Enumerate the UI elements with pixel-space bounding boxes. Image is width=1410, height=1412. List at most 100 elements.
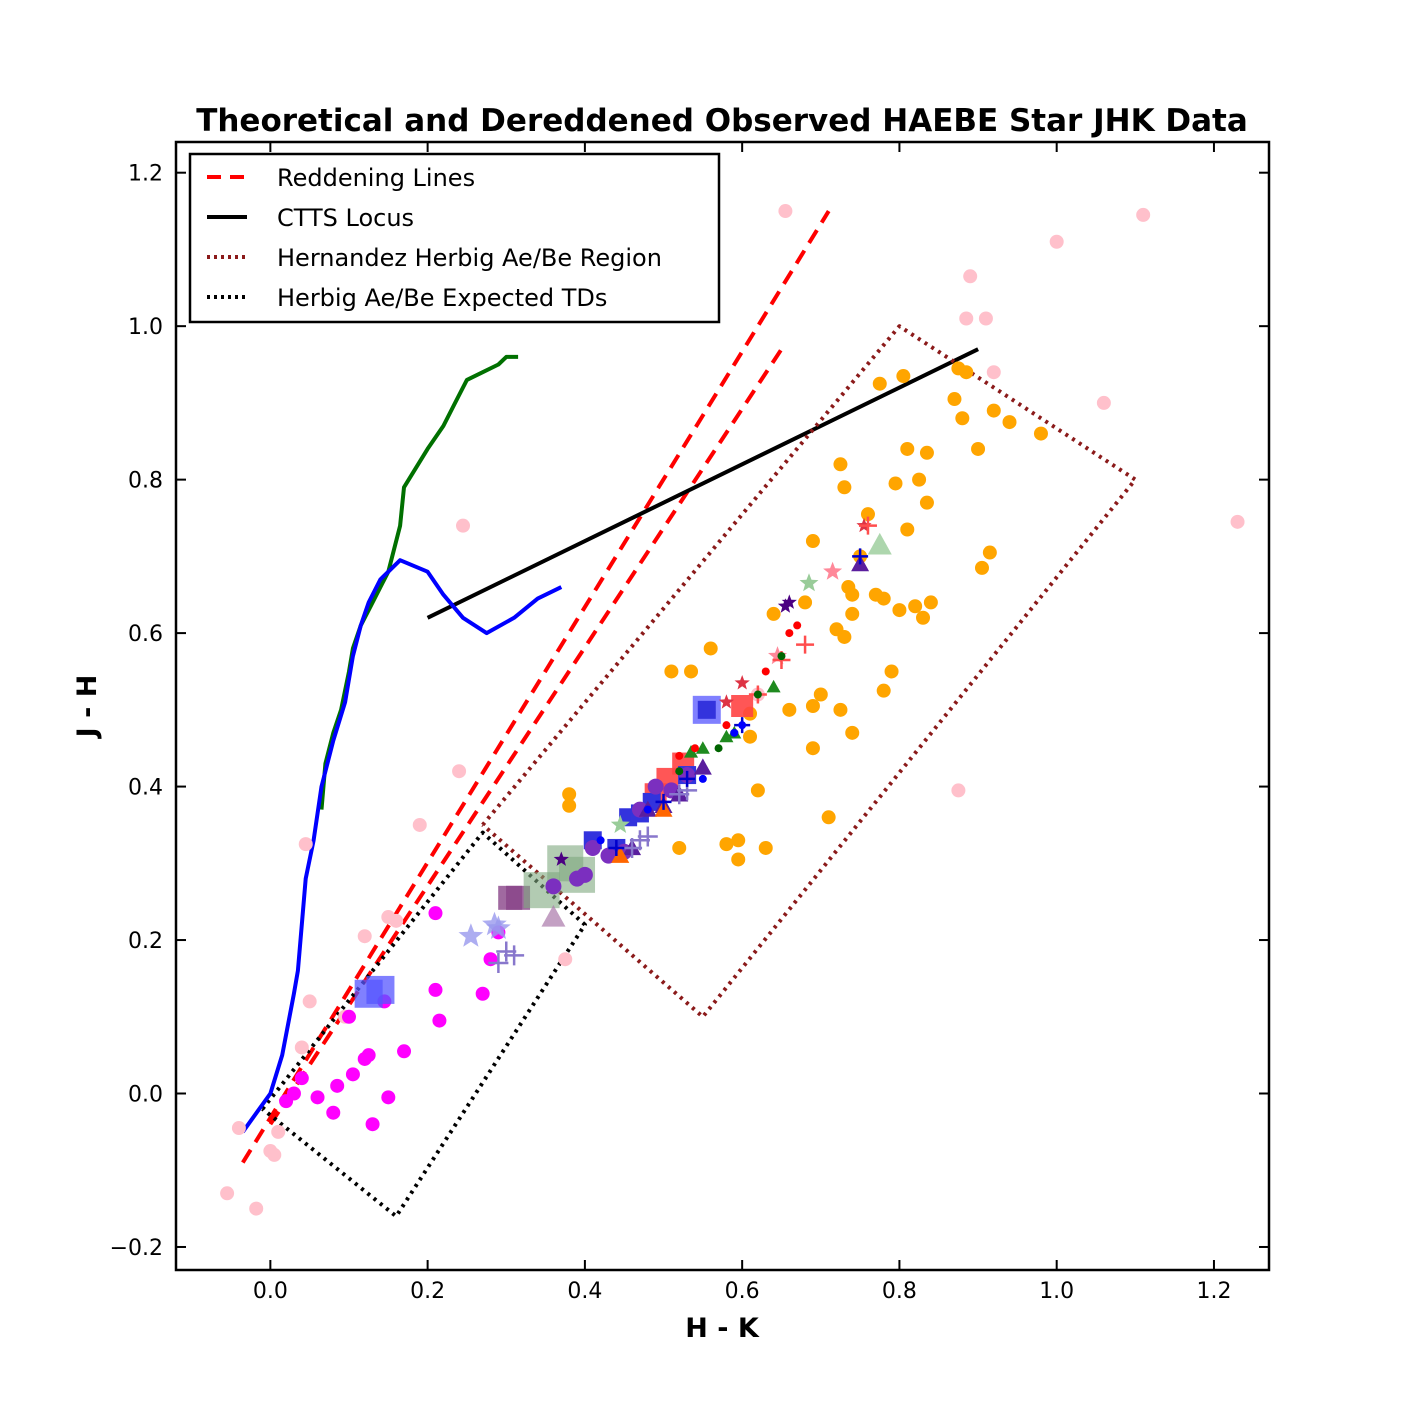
data-point	[916, 610, 931, 625]
marker-series-19	[553, 594, 797, 866]
data-point	[294, 1040, 309, 1055]
marker-series-8	[583, 700, 716, 857]
data-point	[1230, 514, 1245, 529]
data-point	[600, 847, 617, 864]
data-point	[919, 495, 934, 510]
data-point	[286, 1086, 301, 1101]
data-point	[655, 793, 672, 810]
data-point	[823, 561, 843, 580]
data-point	[693, 758, 712, 775]
data-point	[576, 866, 593, 883]
data-point	[986, 365, 1001, 380]
dwarf-sequence	[241, 558, 563, 1134]
data-point	[750, 783, 765, 798]
data-point	[778, 204, 793, 219]
data-point	[738, 721, 747, 730]
data-point	[496, 941, 517, 962]
data-point	[608, 839, 625, 856]
data-point	[361, 1048, 376, 1063]
data-point	[876, 591, 891, 606]
y-tick-label: 0.0	[128, 1083, 163, 1108]
data-point	[684, 664, 699, 679]
chart-title: Theoretical and Dereddened Observed HAEB…	[196, 103, 1248, 139]
data-point	[357, 929, 372, 944]
data-point	[782, 702, 797, 717]
hernandez-region	[481, 324, 1138, 1019]
data-point	[294, 1071, 309, 1086]
marker-series-3	[562, 361, 1048, 867]
data-point	[982, 545, 997, 560]
reddening-line-1	[241, 210, 831, 1164]
axis-ticks: 0.0 0.2 0.4 0.6 0.8 1.0 1.2 −0.2 0.0 0.2 0.4 0.6 0.8…	[110, 142, 1269, 1304]
data-point	[805, 741, 820, 756]
data-point	[684, 745, 699, 758]
data-point	[872, 376, 887, 391]
data-point	[456, 518, 471, 533]
data-point	[860, 507, 875, 522]
marker-series-17	[768, 561, 843, 665]
y-tick-label: 1.0	[128, 315, 163, 340]
data-point	[900, 522, 915, 537]
data-point	[679, 770, 696, 787]
data-point	[637, 826, 658, 847]
data-point	[719, 837, 734, 852]
data-point	[718, 694, 734, 709]
data-point	[596, 836, 605, 845]
data-point	[220, 1186, 235, 1201]
x-tick-label: 1.0	[1039, 1279, 1074, 1304]
legend-label: Hernandez Herbig Ae/Be Region	[277, 244, 662, 272]
marker-series-11	[541, 905, 566, 927]
data-point	[381, 1090, 396, 1105]
data-point	[892, 603, 907, 618]
marker-series-25	[596, 721, 747, 845]
data-point	[858, 516, 877, 535]
data-point	[541, 905, 566, 927]
data-point	[813, 687, 828, 702]
data-point	[610, 814, 630, 833]
data-point	[432, 1013, 447, 1028]
data-point	[978, 311, 993, 326]
data-point	[345, 1067, 360, 1082]
data-point	[458, 923, 484, 947]
data-point	[719, 729, 734, 743]
x-tick-label: 0.0	[253, 1279, 288, 1304]
data-point	[675, 767, 684, 776]
data-point	[793, 621, 802, 630]
data-point	[1049, 234, 1064, 249]
plot-frame	[174, 140, 1271, 1272]
data-point	[777, 652, 786, 661]
data-point	[730, 728, 739, 737]
legend-frame	[188, 152, 721, 324]
data-point	[796, 635, 815, 654]
data-point	[488, 953, 509, 974]
data-point	[1136, 207, 1151, 222]
marker-series-16	[610, 573, 819, 833]
data-point	[428, 982, 443, 997]
data-point	[664, 664, 679, 679]
data-point	[888, 476, 903, 491]
data-point	[562, 798, 577, 813]
data-point	[412, 817, 427, 832]
data-point	[923, 595, 938, 610]
legend-label: Herbig Ae/Be Expected TDs	[277, 284, 607, 312]
data-point	[249, 1201, 264, 1216]
data-point	[298, 837, 313, 852]
data-point	[330, 1078, 345, 1093]
data-point	[896, 369, 911, 384]
data-point	[753, 690, 762, 699]
data-point	[805, 699, 820, 713]
data-point	[912, 472, 927, 487]
data-point	[805, 534, 820, 549]
marker-series-23	[675, 621, 802, 760]
legend-label: CTTS Locus	[277, 204, 414, 232]
data-point	[475, 986, 490, 1001]
data-point	[761, 667, 770, 676]
data-point	[611, 846, 630, 863]
data-point	[428, 906, 443, 921]
data-point	[959, 311, 974, 326]
data-point	[919, 445, 934, 460]
ctts-locus	[426, 347, 979, 620]
data-point	[1033, 426, 1048, 441]
data-point	[867, 532, 892, 555]
marker-series-12	[867, 532, 892, 555]
